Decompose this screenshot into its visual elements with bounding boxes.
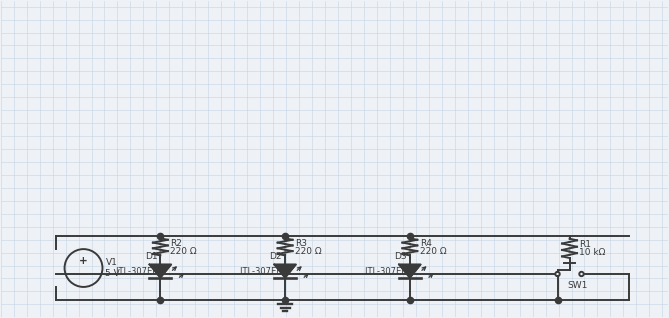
Text: R1: R1: [579, 240, 591, 249]
Polygon shape: [274, 264, 296, 278]
Polygon shape: [399, 264, 421, 278]
Text: 5 V: 5 V: [106, 269, 120, 279]
Text: LTL-307EE: LTL-307EE: [240, 267, 282, 276]
Text: D2: D2: [270, 252, 282, 261]
Text: +: +: [79, 256, 88, 266]
Text: R2: R2: [171, 239, 182, 248]
Text: D1: D1: [145, 252, 157, 261]
Text: R3: R3: [295, 239, 307, 248]
Text: 220 Ω: 220 Ω: [171, 247, 197, 256]
Text: 220 Ω: 220 Ω: [295, 247, 322, 256]
Text: −: −: [79, 271, 88, 280]
Polygon shape: [149, 264, 171, 278]
Text: R4: R4: [420, 239, 432, 248]
Text: LTL-307EE: LTL-307EE: [115, 267, 157, 276]
Text: D3: D3: [394, 252, 407, 261]
Text: 220 Ω: 220 Ω: [420, 247, 446, 256]
Text: 10 kΩ: 10 kΩ: [579, 248, 606, 257]
Text: V1: V1: [106, 258, 117, 266]
Text: LTL-307EE: LTL-307EE: [365, 267, 407, 276]
Text: SW1: SW1: [567, 281, 587, 290]
